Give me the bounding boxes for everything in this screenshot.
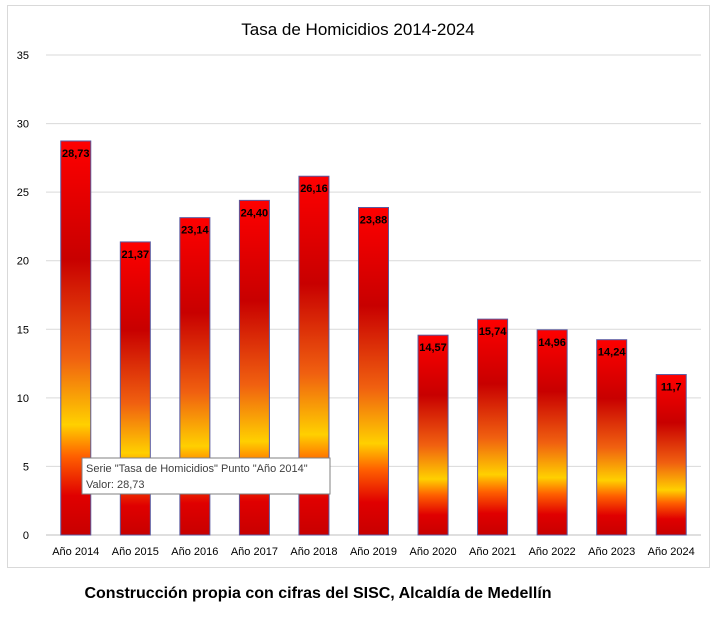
x-tick-label: Año 2021 (469, 546, 516, 558)
y-tick-label: 25 (17, 187, 29, 199)
x-tick-label: Año 2014 (52, 546, 99, 558)
bar-a-o-2021[interactable] (477, 318, 509, 536)
data-label: 11,7 (661, 382, 682, 394)
x-tick-label: Año 2018 (290, 546, 337, 558)
bar-a-o-2019[interactable] (358, 207, 389, 536)
data-label: 26,16 (300, 183, 328, 195)
data-label: 23,88 (360, 215, 388, 227)
data-label: 14,96 (538, 337, 566, 349)
data-label: 24,40 (241, 207, 269, 219)
tooltip-box (81, 457, 331, 495)
x-tick-label: Año 2016 (171, 546, 218, 558)
y-tick-label: 15 (17, 324, 29, 336)
data-labels: 28,73 21,37 23,14 24,40 26,16 23,88 14,57 15,74… (62, 148, 682, 394)
x-tick-label: Año 2022 (529, 546, 576, 558)
data-label: 28,73 (62, 148, 90, 160)
data-label: 14,24 (598, 347, 626, 359)
x-tick-label: Año 2017 (231, 546, 278, 558)
data-label: 14,57 (419, 342, 447, 354)
y-tick-label: 0 (23, 530, 29, 542)
bar-a-o-2023[interactable] (596, 339, 628, 536)
bar-a-o-2024[interactable] (655, 374, 687, 536)
x-tick-label: Año 2024 (648, 546, 695, 558)
tooltip-value-line: Valor: 28,73 (86, 479, 145, 491)
source-caption: Construcción propia con cifras del SISC,… (84, 585, 552, 602)
y-tick-label: 30 (17, 119, 29, 131)
y-tick-label: 10 (17, 393, 29, 405)
x-axis: Año 2014 Año 2015 Año 2016 Año 2017 Año 2018… (52, 546, 695, 558)
y-tick-label: 5 (23, 461, 29, 473)
data-label: 15,74 (479, 326, 507, 338)
y-axis: 0 5 10 15 20 25 30 35 (17, 50, 29, 542)
x-tick-label: Año 2019 (350, 546, 397, 558)
x-tick-label: Año 2023 (588, 546, 635, 558)
data-label: 21,37 (122, 249, 150, 261)
x-tick-label: Año 2015 (112, 546, 159, 558)
bar-a-o-2022[interactable] (536, 329, 568, 536)
data-label: 23,14 (181, 225, 209, 237)
chart-title: Tasa de Homicidios 2014-2024 (241, 20, 474, 39)
chart-frame: Tasa de Homicidios 2014-2024 0 5 10 15 20 25 3… (7, 5, 710, 568)
hover-tooltip: Serie "Tasa de Homicidios" Punto "Año 20… (81, 457, 331, 495)
tooltip-series-line: Serie "Tasa de Homicidios" Punto "Año 20… (86, 463, 308, 475)
bar-a-o-2020[interactable] (417, 334, 449, 536)
x-tick-label: Año 2020 (409, 546, 456, 558)
y-tick-label: 20 (17, 256, 29, 268)
y-tick-label: 35 (17, 50, 29, 62)
bar-chart: Tasa de Homicidios 2014-2024 0 5 10 15 20 25 3… (17, 20, 701, 558)
